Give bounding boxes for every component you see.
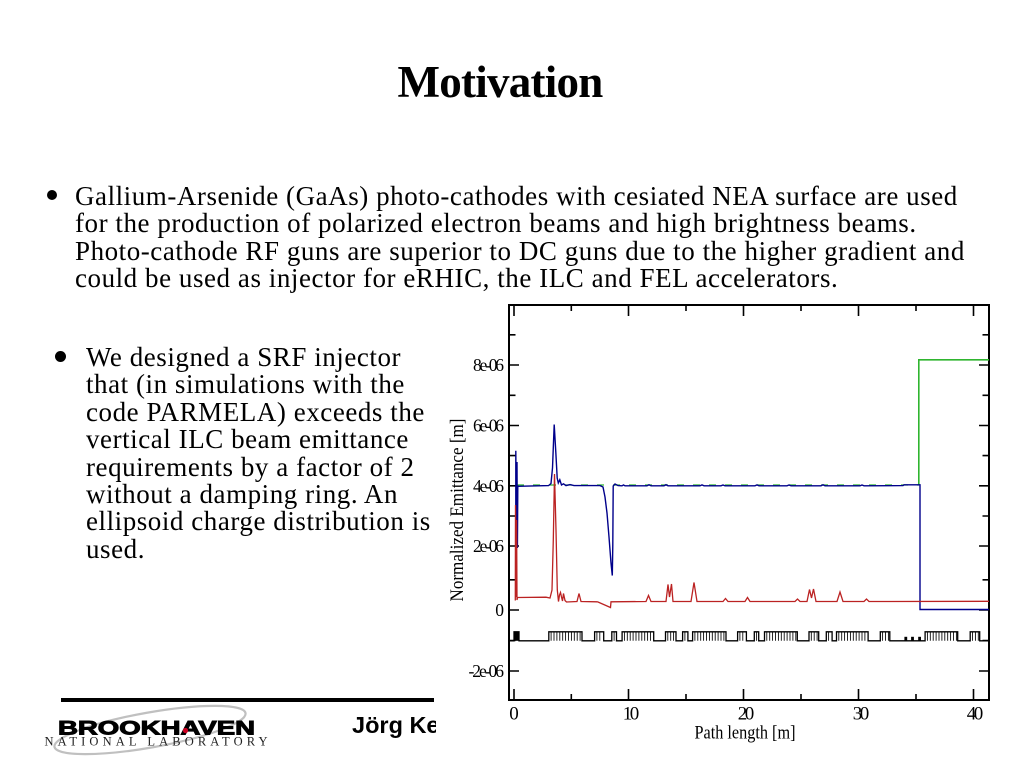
svg-text:0: 0 (509, 704, 519, 725)
svg-text:BROOKHAVEN: BROOKHAVEN (58, 718, 255, 740)
svg-text:20: 20 (738, 704, 755, 725)
svg-text:0: 0 (495, 600, 504, 620)
svg-text:40: 40 (967, 704, 984, 725)
svg-text:2e-06: 2e-06 (473, 536, 504, 556)
svg-text:Path length [m]: Path length [m] (695, 724, 796, 744)
svg-text:6e-06: 6e-06 (473, 415, 504, 435)
svg-text:-2e-06: -2e-06 (469, 661, 505, 681)
svg-text:8e-06: 8e-06 (473, 355, 504, 375)
svg-text:10: 10 (623, 704, 640, 725)
svg-text:4e-06: 4e-06 (473, 476, 504, 496)
svg-text:30: 30 (853, 704, 870, 725)
svg-text:Normalized Emittance [m]: Normalized Emittance [m] (448, 419, 468, 602)
